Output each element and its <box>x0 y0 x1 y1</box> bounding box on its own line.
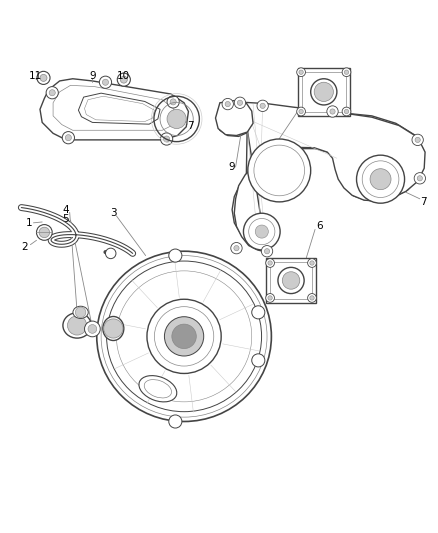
Circle shape <box>167 96 179 108</box>
Circle shape <box>330 109 335 114</box>
Polygon shape <box>217 101 254 136</box>
Circle shape <box>88 325 97 333</box>
Polygon shape <box>215 101 253 135</box>
Text: 9: 9 <box>89 71 95 80</box>
Circle shape <box>237 100 243 106</box>
Circle shape <box>67 316 87 335</box>
Circle shape <box>266 294 275 302</box>
Circle shape <box>268 261 272 265</box>
Circle shape <box>314 82 333 101</box>
Text: 8: 8 <box>259 153 266 163</box>
Text: 2: 2 <box>21 242 28 252</box>
Ellipse shape <box>97 251 272 422</box>
Circle shape <box>417 176 423 181</box>
Polygon shape <box>40 79 188 140</box>
Circle shape <box>244 213 280 250</box>
Ellipse shape <box>139 376 177 402</box>
Circle shape <box>357 155 405 203</box>
Polygon shape <box>78 93 160 124</box>
Circle shape <box>252 354 265 367</box>
Circle shape <box>40 75 47 82</box>
Circle shape <box>307 259 316 268</box>
Circle shape <box>147 299 221 374</box>
Circle shape <box>415 138 420 142</box>
Circle shape <box>36 224 52 240</box>
Circle shape <box>265 248 270 254</box>
Text: 11: 11 <box>29 71 42 81</box>
Circle shape <box>255 225 268 238</box>
Circle shape <box>344 70 349 75</box>
Circle shape <box>310 261 314 265</box>
Circle shape <box>297 68 305 77</box>
Circle shape <box>222 99 233 110</box>
Circle shape <box>412 134 424 146</box>
Circle shape <box>104 319 123 338</box>
Polygon shape <box>234 102 425 252</box>
Circle shape <box>225 101 230 107</box>
Polygon shape <box>297 68 350 116</box>
Circle shape <box>46 87 58 99</box>
Text: 7: 7 <box>187 121 194 131</box>
Circle shape <box>169 249 182 262</box>
Circle shape <box>370 169 391 190</box>
Circle shape <box>106 248 116 259</box>
Circle shape <box>278 268 304 294</box>
Text: 9: 9 <box>229 162 235 172</box>
Text: 1: 1 <box>26 218 32 228</box>
Circle shape <box>65 135 71 141</box>
Circle shape <box>154 306 214 366</box>
Circle shape <box>327 106 338 117</box>
Ellipse shape <box>103 317 124 341</box>
Circle shape <box>283 272 300 289</box>
Circle shape <box>39 227 49 238</box>
Circle shape <box>120 76 127 83</box>
Circle shape <box>170 99 176 105</box>
Circle shape <box>297 107 305 116</box>
Circle shape <box>414 173 426 184</box>
Circle shape <box>257 100 268 111</box>
Circle shape <box>307 294 316 302</box>
Circle shape <box>310 296 314 300</box>
Text: 7: 7 <box>420 197 427 207</box>
Circle shape <box>252 306 265 319</box>
Circle shape <box>62 132 74 144</box>
Circle shape <box>231 243 242 254</box>
Polygon shape <box>266 258 316 303</box>
Text: 3: 3 <box>110 208 117 218</box>
Circle shape <box>342 68 351 77</box>
Circle shape <box>75 307 86 318</box>
Circle shape <box>117 73 131 86</box>
Circle shape <box>311 79 337 105</box>
Circle shape <box>160 133 173 145</box>
Circle shape <box>99 76 112 88</box>
Circle shape <box>299 70 303 75</box>
Circle shape <box>342 107 351 116</box>
Circle shape <box>167 109 186 128</box>
Circle shape <box>234 246 239 251</box>
Text: 6: 6 <box>316 221 323 231</box>
Circle shape <box>248 139 311 202</box>
Circle shape <box>164 317 204 356</box>
Ellipse shape <box>63 313 91 338</box>
Circle shape <box>172 324 196 349</box>
Polygon shape <box>232 103 424 240</box>
Text: 5: 5 <box>62 214 69 224</box>
Circle shape <box>260 103 265 108</box>
Circle shape <box>268 296 272 300</box>
Circle shape <box>37 71 50 84</box>
Text: 4: 4 <box>62 205 69 215</box>
Ellipse shape <box>73 306 88 318</box>
Circle shape <box>49 90 55 96</box>
Circle shape <box>344 109 349 114</box>
Circle shape <box>299 109 303 114</box>
Text: 10: 10 <box>117 71 131 80</box>
Circle shape <box>163 136 170 142</box>
Circle shape <box>85 321 100 337</box>
Circle shape <box>102 79 109 85</box>
Circle shape <box>234 97 246 108</box>
Circle shape <box>169 415 182 428</box>
Circle shape <box>266 259 275 268</box>
Circle shape <box>261 246 273 257</box>
